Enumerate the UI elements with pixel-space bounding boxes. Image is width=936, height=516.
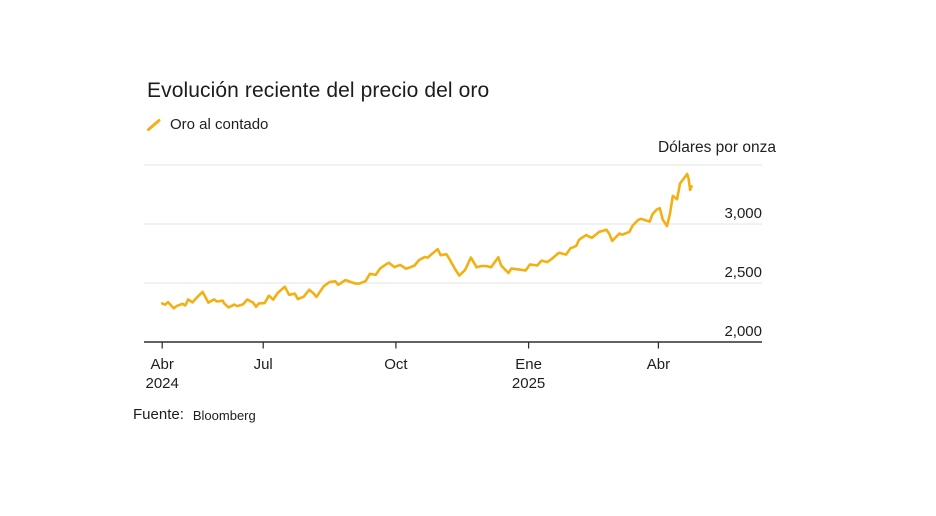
y-axis-unit-label: Dólares por onza xyxy=(657,139,776,156)
x-tick-label: Oct xyxy=(384,356,408,373)
legend-line-icon xyxy=(147,118,161,131)
legend: Oro al contado xyxy=(147,116,268,133)
x-tick-label: Jul xyxy=(254,356,273,373)
source: Fuente: Bloomberg xyxy=(133,406,256,423)
chart-title: Evolución reciente del precio del oro xyxy=(147,79,490,102)
y-tick-label: 3,000 xyxy=(724,205,762,222)
x-tick-label: Abr xyxy=(151,356,174,373)
x-tick-label: Ene xyxy=(515,356,542,373)
y-tick-label: 2,000 xyxy=(724,323,762,340)
y-tick-label: 2,500 xyxy=(724,264,762,281)
x-tick-label-year: 2025 xyxy=(512,375,545,392)
legend-label: Oro al contado xyxy=(170,116,269,133)
source-label: Fuente: xyxy=(133,406,184,423)
gold-price-line xyxy=(160,172,693,310)
x-tick-label-year: 2024 xyxy=(146,375,179,392)
x-tick-label: Abr xyxy=(647,356,670,373)
source-name: Bloomberg xyxy=(192,408,256,423)
